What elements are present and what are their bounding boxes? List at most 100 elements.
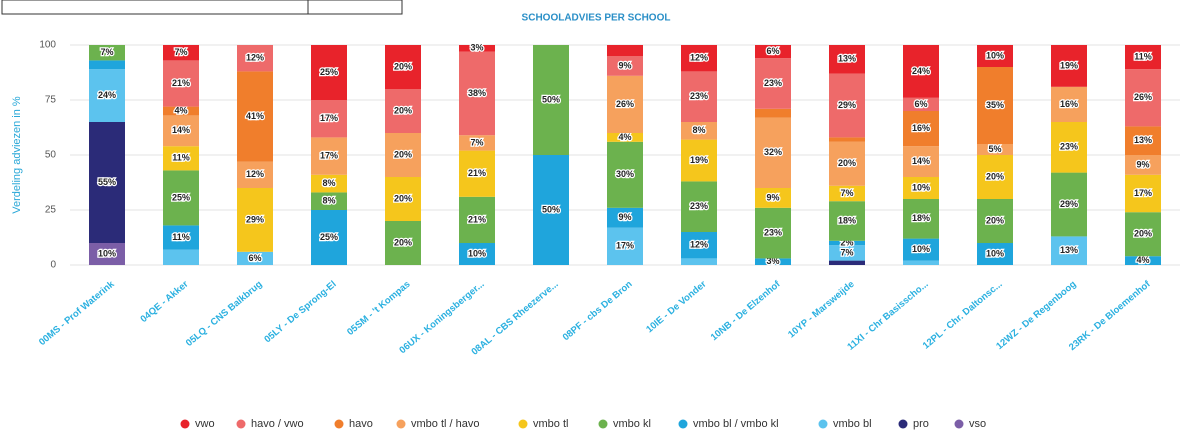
data-label: 21% — [468, 214, 486, 224]
data-label: 23% — [1060, 142, 1078, 152]
bar-segment — [459, 150, 495, 197]
x-tick-label: 10NB - De Elzenhof — [709, 278, 783, 343]
bar-segment — [607, 207, 643, 228]
bar-segment — [89, 243, 125, 265]
bar-segment — [607, 45, 643, 56]
bar-segment — [829, 240, 865, 246]
bar-segment — [459, 243, 495, 265]
data-label: 26% — [1134, 92, 1152, 102]
data-label: 20% — [394, 237, 412, 247]
data-label: 26% — [616, 99, 634, 109]
data-label: 35% — [986, 100, 1004, 110]
bar-segment — [977, 199, 1013, 243]
data-label: 32% — [764, 147, 782, 157]
bar-segment — [977, 45, 1013, 67]
data-label: 4% — [618, 132, 631, 142]
header-box — [1, 0, 403, 15]
data-label: 16% — [912, 123, 930, 133]
bar-segment — [607, 227, 643, 265]
data-label: 29% — [246, 214, 264, 224]
bar-segment — [903, 111, 939, 147]
bar-segment — [755, 58, 791, 109]
bar-segment — [237, 251, 273, 265]
data-label: 29% — [1060, 199, 1078, 209]
bar-segment — [755, 108, 791, 118]
data-label: 10% — [912, 244, 930, 254]
bar-segment — [163, 249, 199, 265]
y-tick-label: 50 — [45, 150, 57, 161]
bar-segment — [829, 137, 865, 142]
x-tick-label: 08PF - cbs De Bron — [561, 279, 635, 344]
data-label: 17% — [1134, 188, 1152, 198]
bar-segment — [755, 188, 791, 208]
data-label: 9% — [618, 212, 631, 222]
x-tick-label: 08AL - CBS Rheezerve... — [469, 279, 560, 358]
bar-segment — [681, 122, 717, 140]
data-label: 7% — [470, 137, 483, 147]
bar-segment — [385, 45, 421, 89]
legend-marker — [334, 419, 344, 429]
bar-segment — [163, 225, 199, 250]
bar-segment — [681, 71, 717, 122]
bar-segment — [903, 238, 939, 261]
bar-segment — [385, 89, 421, 133]
bar-segment — [311, 210, 347, 265]
x-tick-label: 11XI - Chr Basisscho... — [845, 279, 930, 353]
data-label: 20% — [1134, 229, 1152, 239]
x-tick-label: 12WZ - De Regenboog — [994, 279, 1078, 352]
data-label: 18% — [912, 213, 930, 223]
legend-label: vmbo tl / havo — [411, 418, 479, 430]
bar-segment — [681, 232, 717, 259]
data-label: 17% — [320, 150, 338, 160]
legend-marker — [898, 419, 908, 429]
data-label: 4% — [1136, 255, 1149, 265]
x-tick-label: 05LY - De Sprong-El — [262, 279, 338, 345]
bar-segment — [163, 170, 199, 226]
legend-marker — [818, 419, 828, 429]
bar-segment — [1125, 212, 1161, 257]
data-label: 20% — [986, 215, 1004, 225]
bar-segment — [237, 161, 273, 188]
legend-label: vmbo kl — [613, 418, 651, 430]
bar-segment — [1051, 45, 1087, 87]
data-label: 4% — [174, 105, 187, 115]
x-tick-label: 23RK - De Bloemenhof — [1067, 278, 1153, 353]
bar-segment — [755, 117, 791, 188]
bar-segment — [163, 45, 199, 61]
bar-segment — [311, 174, 347, 193]
y-tick-label: 100 — [39, 40, 56, 51]
data-label: 25% — [320, 67, 338, 77]
data-label: 14% — [912, 156, 930, 166]
data-label: 8% — [692, 125, 705, 135]
y-axis-label: Verdeling adviezen in % — [11, 96, 23, 214]
bar-segment — [163, 115, 199, 147]
bar-segment — [459, 45, 495, 52]
legend-label: havo / vwo — [251, 418, 304, 430]
bar-segment — [903, 260, 939, 265]
bar-segment — [681, 181, 717, 232]
data-label: 23% — [764, 78, 782, 88]
bar-segment — [89, 45, 125, 61]
x-tick-label: 05SM - 't Kompas — [345, 279, 412, 338]
data-label: 20% — [394, 61, 412, 71]
x-tick-label: 00MS - Prof Waterink — [37, 278, 117, 348]
data-label: 5% — [988, 144, 1001, 154]
data-label: 23% — [764, 227, 782, 237]
bar-segment — [607, 133, 643, 142]
data-label: 3% — [470, 43, 483, 53]
legend-marker — [518, 419, 528, 429]
legend-marker — [954, 419, 964, 429]
data-label: 14% — [172, 125, 190, 135]
bar-segment — [681, 45, 717, 72]
bar-segment — [459, 196, 495, 243]
data-label: 23% — [690, 201, 708, 211]
bar-segment — [459, 51, 495, 136]
data-label: 50% — [542, 94, 560, 104]
legend-marker — [678, 419, 688, 429]
bar-segment — [1051, 86, 1087, 122]
data-label: 12% — [690, 53, 708, 63]
data-label: 8% — [322, 178, 335, 188]
bar-segment — [533, 155, 569, 265]
data-label: 25% — [172, 192, 190, 202]
